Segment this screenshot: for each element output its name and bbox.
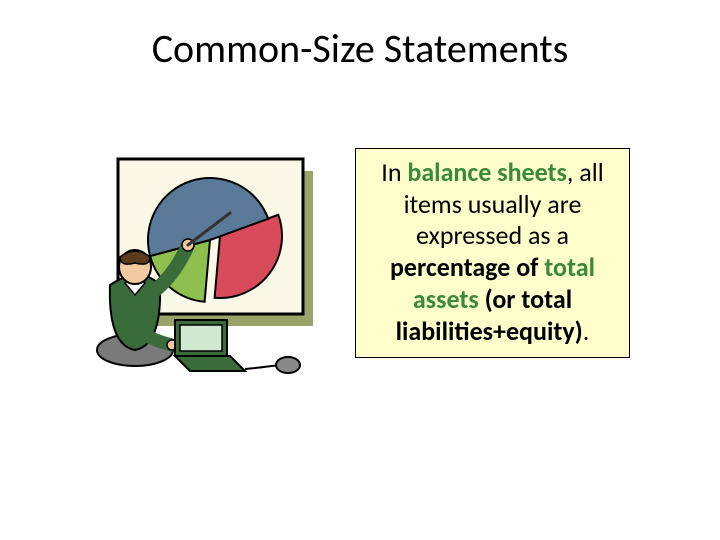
explanation-textbox: In balance sheets, all items usually are… (355, 148, 630, 358)
laptop-icon (175, 320, 245, 371)
presenter-pie-svg (80, 145, 340, 380)
text-green-1: balance sheets (407, 156, 567, 188)
text-plain-3: . (583, 315, 590, 347)
slide-title: Common-Size Statements (0, 24, 720, 73)
slide: Common-Size Statements (0, 0, 720, 540)
clipart-illustration (80, 145, 340, 380)
text-plain-1: In (381, 156, 407, 188)
mouse-icon (245, 357, 300, 373)
text-bold-1: percentage of (390, 251, 544, 283)
